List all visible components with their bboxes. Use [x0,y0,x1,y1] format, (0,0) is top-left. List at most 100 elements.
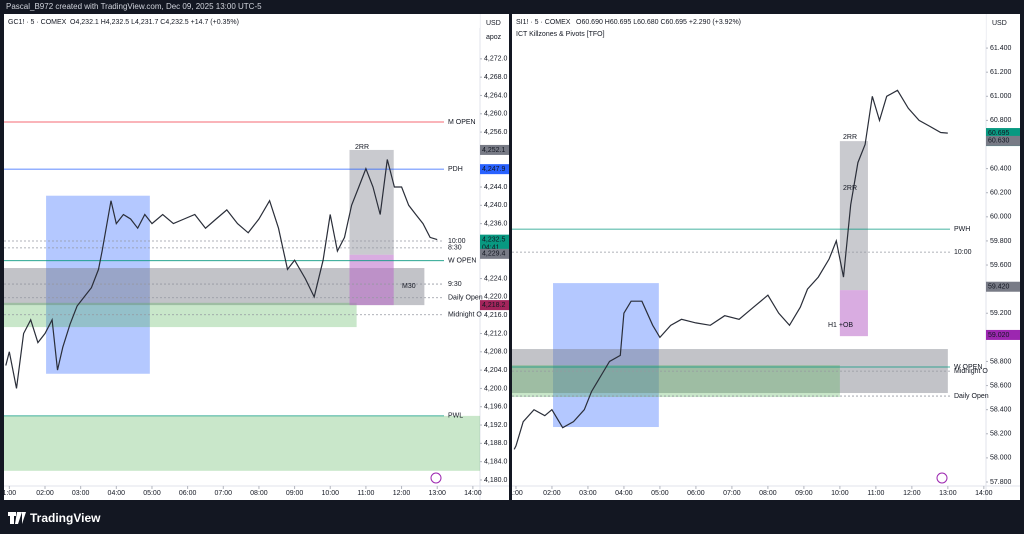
level-label: Midnight O [954,368,988,375]
currency: USD [992,20,1007,27]
y-tick-label: 4,192.0 [484,422,507,429]
level-label: 9:30 [448,281,462,288]
y-tick-label: 4,272.0 [484,56,507,63]
level-label: PDH [448,166,463,173]
x-tick-label: 07:00 [723,490,741,497]
level-label: 10:00 [954,249,972,256]
price-label: 4,229.4 [482,251,505,258]
x-tick-label: 09:00 [795,490,813,497]
x-tick-label: 12:00 [393,490,411,497]
y-tick-label: 58.200 [990,431,1012,438]
y-tick-label: 4,256.0 [484,129,507,136]
y-tick-label: 4,264.0 [484,92,507,99]
price-label-box [986,281,1020,292]
price-label-box [986,329,1020,340]
level-label: Daily Open [448,295,483,302]
annotation: 2RR [843,134,857,141]
y-tick-label: 4,184.0 [484,458,507,465]
unit: apoz [486,34,502,41]
x-tick-label: 09:00 [286,490,304,497]
y-tick-label: 4,180.0 [484,477,507,484]
y-tick-label: 4,268.0 [484,74,507,81]
x-tick-label: 1:00 [4,490,16,497]
y-tick-label: 60.400 [990,165,1012,172]
zone [349,254,394,306]
quote: O4,232.1 H4,232.5 L4,231.7 C4,232.5 +14.… [70,19,239,26]
y-tick-label: 58.800 [990,358,1012,365]
price-label-box [480,234,509,253]
x-tick-label: 11:00 [357,490,374,497]
price-label: 4,218.2 [482,302,505,309]
currency: USD [486,20,501,27]
legend-bg [4,14,480,28]
level-label: W OPEN [954,364,982,371]
y-tick-label: 4,240.0 [484,202,507,209]
zone [512,365,840,398]
footer: TradingView [8,511,100,525]
zone [4,415,480,471]
x-tick-label: 08:00 [759,490,777,497]
level-label: M OPEN [448,119,476,126]
price-label: 60.630 [988,138,1010,145]
y-tick-label: 61.000 [990,93,1012,100]
level-label: Midnight O [448,312,482,319]
y-tick-label: 60.200 [990,190,1012,197]
annotation: 2RR [843,185,857,192]
annotation: M30 [402,283,416,290]
y-tick-label: 4,236.0 [484,220,507,227]
price-label: 60.695 [988,130,1010,137]
x-tick-label: 11:00 [867,490,884,497]
zone [553,283,659,428]
y-tick-label: 4,196.0 [484,404,507,411]
x-tick-label: 06:00 [687,490,705,497]
price-label-box [480,300,509,311]
y-tick-label: 4,188.0 [484,440,507,447]
price-label: 4,247.9 [482,166,505,173]
y-tick-label: 4,208.0 [484,349,507,356]
y-tick-label: 4,224.0 [484,275,507,282]
x-tick-label: 04:00 [615,490,633,497]
y-tick-label: 58.400 [990,407,1012,414]
x-tick-label: 03:00 [579,490,597,497]
x-tick-label: 13:00 [428,490,446,497]
level-label: PWL [448,413,463,420]
zone [839,290,868,337]
y-tick-label: 4,216.0 [484,312,507,319]
alert-icon [936,472,948,484]
symbol-title: GC1! · 5 · COMEX [8,19,67,26]
y-tick-label: 4,200.0 [484,385,507,392]
x-tick-label: 04:00 [108,490,126,497]
x-tick-label: 10:00 [321,490,339,497]
y-tick-label: 60.800 [990,117,1012,124]
header: Pascal_B972 created with TradingView.com… [6,2,262,11]
indicator-name: ICT Killzones & Pivots [TFO] [516,31,605,38]
price-label-box [986,135,1020,146]
x-tick-label: 14:00 [975,490,993,497]
y-tick-label: 4,244.0 [484,184,507,191]
price-countdown: 04:41 [482,244,500,251]
y-tick-label: 57.800 [990,479,1012,486]
level-label: W OPEN [448,258,476,265]
price-label-box [480,144,509,155]
x-tick-label: 07:00 [215,490,233,497]
y-tick-label: 4,260.0 [484,111,507,118]
legend-bg [512,14,986,40]
quote: O60.690 H60.695 L60.680 C60.695 +2.290 (… [576,19,741,26]
footer-brand: TradingView [30,511,101,525]
y-tick-label: 4,220.0 [484,294,507,301]
level-label: 8:30 [448,245,462,252]
alert-icon [430,472,442,484]
logo [8,512,26,524]
plot-bg [4,14,480,500]
x-tick-label: 02:00 [543,490,561,497]
annotation: H1 +OB [828,322,853,329]
plot-bg [512,14,986,500]
y-tick-label: 58.600 [990,382,1012,389]
price-label: 4,232.5 [482,236,505,243]
x-tick-label: 05:00 [143,490,161,497]
y-tick-label: 60.000 [990,214,1012,221]
price-label: 4,252.1 [482,147,505,154]
level-label: Daily Open [954,393,989,400]
